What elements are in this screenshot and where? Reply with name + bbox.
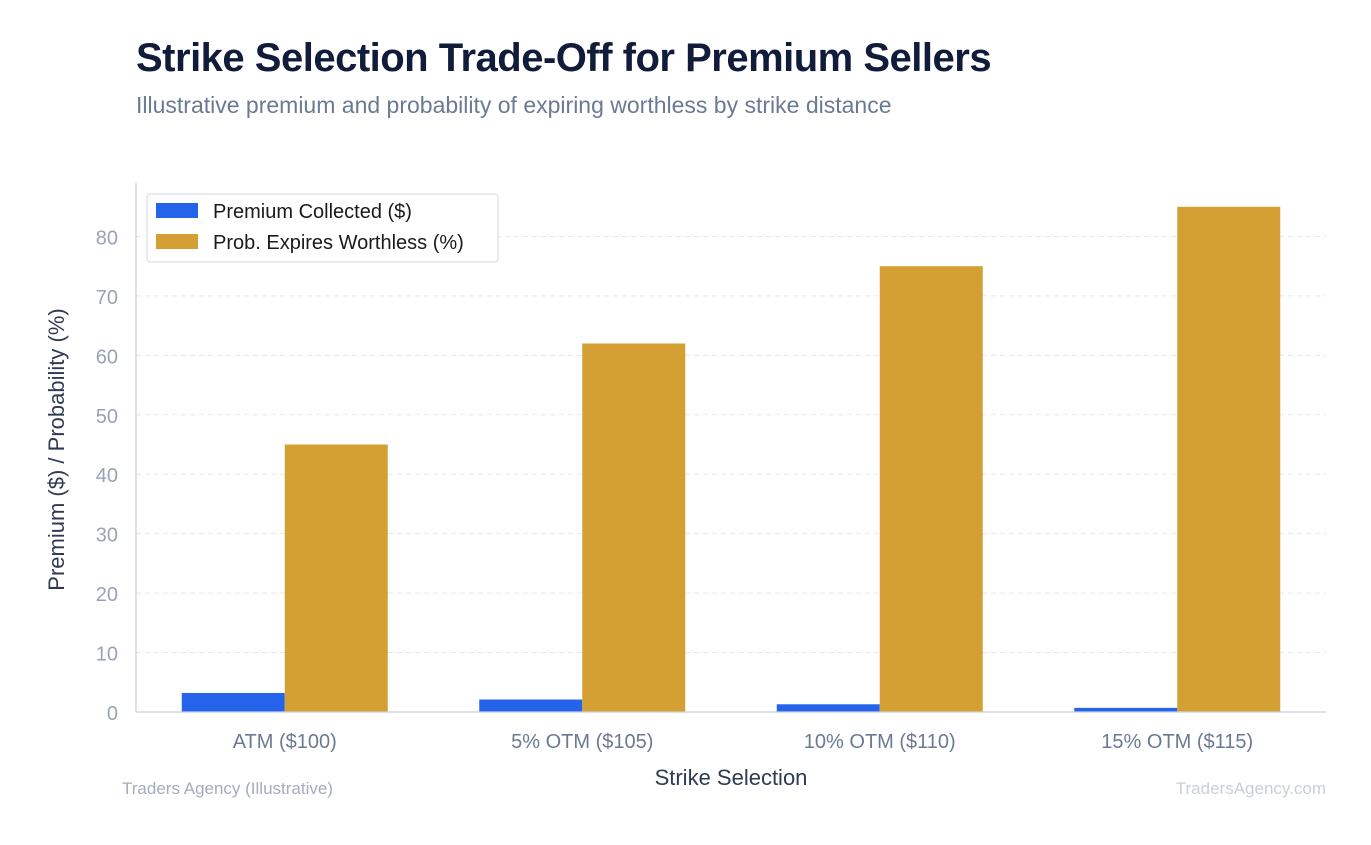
- chart-subtitle: Illustrative premium and probability of …: [136, 92, 892, 118]
- bar-probability: [582, 343, 686, 712]
- chart-title: Strike Selection Trade-Off for Premium S…: [136, 36, 992, 80]
- y-tick-label: 20: [96, 584, 118, 606]
- x-tick-label: ATM ($100): [233, 731, 337, 753]
- y-tick-label: 60: [96, 346, 118, 368]
- bar-probability: [879, 266, 983, 712]
- bar-premium: [479, 699, 583, 712]
- y-tick-label: 40: [96, 465, 118, 487]
- bar-probability: [284, 444, 388, 712]
- y-tick-label: 10: [96, 644, 118, 666]
- y-tick-label: 50: [96, 406, 118, 428]
- x-tick-label: 5% OTM ($105): [511, 731, 653, 753]
- legend-box: [146, 193, 499, 263]
- x-axis-label: Strike Selection: [655, 765, 808, 790]
- bars: [181, 206, 1281, 713]
- y-tick-label: 70: [96, 287, 118, 309]
- bar-premium: [776, 704, 880, 712]
- y-axis-label: Premium ($) / Probability (%): [44, 308, 69, 590]
- legend: Premium Collected ($) Prob. Expires Worth…: [146, 193, 499, 263]
- x-tick-label: 10% OTM ($110): [804, 731, 956, 753]
- source-note: Traders Agency (Illustrative): [122, 779, 333, 798]
- legend-label: Prob. Expires Worthless (%): [213, 232, 464, 254]
- legend-swatch: [156, 234, 198, 249]
- y-tick-label: 0: [107, 703, 118, 725]
- site-watermark: TradersAgency.com: [1175, 779, 1326, 798]
- bar-premium: [1074, 707, 1178, 712]
- x-tick-label: 15% OTM ($115): [1101, 731, 1253, 753]
- y-tick-label: 30: [96, 525, 118, 547]
- bar-probability: [1177, 206, 1281, 713]
- legend-swatch: [156, 203, 198, 218]
- bar-premium: [181, 692, 285, 712]
- axes: 0 10 20 30 40 50 60 70 80 ATM ($100) 5% OTM ($105)…: [44, 183, 1326, 790]
- y-tick-label: 80: [96, 227, 118, 249]
- legend-label: Premium Collected ($): [213, 201, 412, 223]
